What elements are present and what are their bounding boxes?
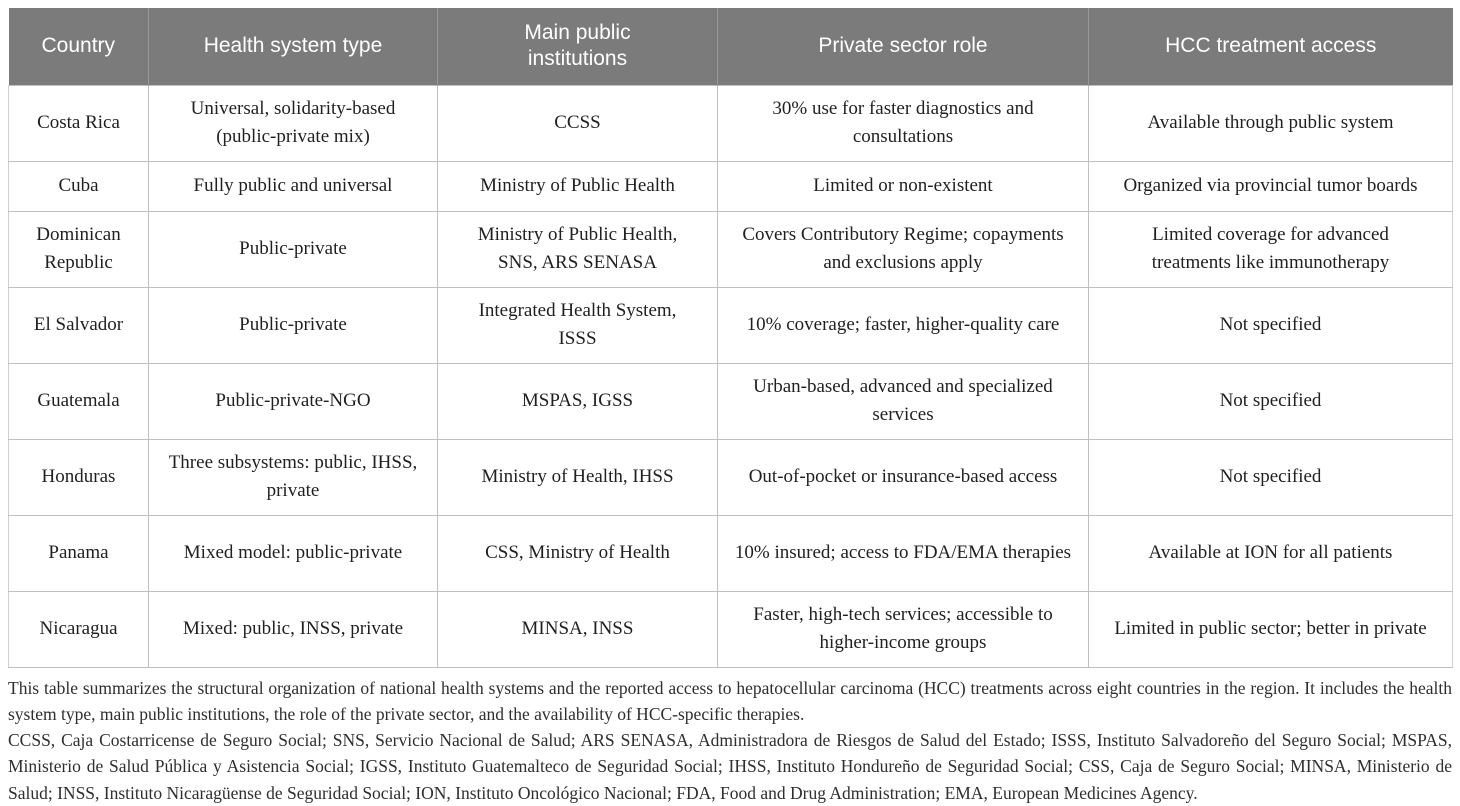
table-cell-country: Cuba — [8, 160, 149, 212]
health-systems-table: Country Health system type Main public ins… — [8, 8, 1453, 668]
table-cell-main-public-institutions: CSS, Ministry of Health — [437, 514, 718, 592]
table-cell-health-system-type: Public-private — [148, 210, 438, 288]
table-cell-health-system-type: Three subsystems: public, IHSS, private — [148, 438, 438, 516]
table-cell-hcc-treatment-access: Not specified — [1088, 286, 1453, 364]
abbreviations-note: CCSS, Caja Costarricense de Seguro Socia… — [8, 730, 1452, 803]
table-cell-hcc-treatment-access: Available through public system — [1088, 84, 1453, 162]
table-row: Costa Rica Universal, solidarity-based (p… — [8, 84, 1453, 162]
header-row: Country Health system type Main public ins… — [8, 8, 1453, 85]
table-body: Costa Rica Universal, solidarity-based (p… — [8, 84, 1453, 668]
table-cell-country: Honduras — [8, 438, 149, 516]
table-cell-health-system-type: Mixed: public, INSS, private — [148, 590, 438, 668]
table-cell-private-sector-role: Faster, high-tech services; accessible t… — [717, 590, 1089, 668]
table-cell-country: El Salvador — [8, 286, 149, 364]
table-cell-hcc-treatment-access: Limited in public sector; better in priv… — [1088, 590, 1453, 668]
table-cell-hcc-treatment-access: Organized via provincial tumor boards — [1088, 160, 1453, 212]
table-row: Nicaragua Mixed: public, INSS, private MIN… — [8, 590, 1453, 668]
table-header: Country Health system type Main public ins… — [8, 8, 1453, 85]
table-cell-main-public-institutions: MSPAS, IGSS — [437, 362, 718, 440]
table-row: Panama Mixed model: public-private CSS, Mi… — [8, 514, 1453, 592]
table-cell-main-public-institutions: MINSA, INSS — [437, 590, 718, 668]
table-cell-hcc-treatment-access: Not specified — [1088, 362, 1453, 440]
table-cell-country: Nicaragua — [8, 590, 149, 668]
table-cell-health-system-type: Universal, solidarity-based (public-priv… — [148, 84, 438, 162]
table-row: Honduras Three subsystems: public, IHSS, … — [8, 438, 1453, 516]
table-cell-private-sector-role: Out-of-pocket or insurance-based access — [717, 438, 1089, 516]
column-header-health-system-type: Health system type — [148, 8, 438, 85]
table-cell-private-sector-role: 10% coverage; faster, higher-quality car… — [717, 286, 1089, 364]
table-cell-main-public-institutions: Ministry of Public Health, SNS, ARS SENA… — [437, 210, 718, 288]
table-cell-country: Guatemala — [8, 362, 149, 440]
table-cell-private-sector-role: 10% insured; access to FDA/EMA therapies — [717, 514, 1089, 592]
table-cell-country: Dominican Republic — [8, 210, 149, 288]
table-cell-private-sector-role: 30% use for faster diagnostics and consu… — [717, 84, 1089, 162]
table-cell-health-system-type: Public-private — [148, 286, 438, 364]
column-header-main-public-institutions: Main public institutions — [437, 8, 718, 85]
table-cell-main-public-institutions: Ministry of Public Health — [437, 160, 718, 212]
table-row: Guatemala Public-private-NGO MSPAS, IGSS Ur… — [8, 362, 1453, 440]
table-cell-main-public-institutions: Integrated Health System, ISSS — [437, 286, 718, 364]
table-cell-country: Panama — [8, 514, 149, 592]
table-cell-health-system-type: Fully public and universal — [148, 160, 438, 212]
table-cell-health-system-type: Mixed model: public-private — [148, 514, 438, 592]
column-header-hcc-treatment-access: HCC treatment access — [1088, 8, 1453, 85]
table-cell-main-public-institutions: Ministry of Health, IHSS — [437, 438, 718, 516]
table-row: Cuba Fully public and universal Ministry o… — [8, 160, 1453, 212]
table-cell-main-public-institutions: CCSS — [437, 84, 718, 162]
table-cell-hcc-treatment-access: Limited coverage for advanced treatments… — [1088, 210, 1453, 288]
table-cell-private-sector-role: Covers Contributory Regime; copayments a… — [717, 210, 1089, 288]
column-header-private-sector-role: Private sector role — [717, 8, 1089, 85]
table-cell-health-system-type: Public-private-NGO — [148, 362, 438, 440]
column-header-country: Country — [8, 8, 149, 85]
table-row: El Salvador Public-private Integrated Heal… — [8, 286, 1453, 364]
table-cell-private-sector-role: Urban-based, advanced and specialized se… — [717, 362, 1089, 440]
table-cell-country: Costa Rica — [8, 84, 149, 162]
table-cell-private-sector-role: Limited or non-existent — [717, 160, 1089, 212]
table-cell-hcc-treatment-access: Not specified — [1088, 438, 1453, 516]
table-caption: This table summarizes the structural org… — [8, 677, 1452, 724]
table-cell-hcc-treatment-access: Available at ION for all patients — [1088, 514, 1453, 592]
table-row: Dominican Republic Public-private Ministry… — [8, 210, 1453, 288]
